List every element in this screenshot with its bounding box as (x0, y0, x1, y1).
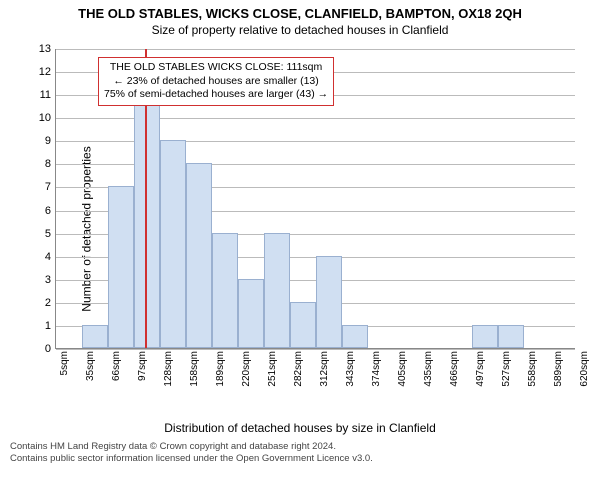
histogram-bar (472, 325, 498, 348)
page-title: THE OLD STABLES, WICKS CLOSE, CLANFIELD,… (0, 0, 600, 21)
footer-line: Contains public sector information licen… (10, 453, 590, 465)
histogram-bar (108, 186, 134, 348)
x-tick: 5sqm (59, 351, 70, 375)
histogram-bar (160, 140, 186, 348)
x-tick: 312sqm (319, 351, 330, 387)
x-tick: 35sqm (85, 351, 96, 381)
y-tick: 4 (27, 251, 56, 263)
y-tick: 10 (27, 112, 56, 124)
y-tick: 8 (27, 158, 56, 170)
annotation-line: ← 23% of detached houses are smaller (13… (104, 75, 328, 89)
x-tick: 158sqm (189, 351, 200, 387)
chart-container: Number of detached properties 0123456789… (0, 39, 600, 419)
y-tick: 11 (27, 89, 56, 101)
footer-line: Contains HM Land Registry data © Crown c… (10, 441, 590, 453)
histogram-bar (186, 163, 212, 348)
x-tick-container: 5sqm 35sqm 66sqm 97sqm 128sqm 158sqm 189sqm 220… (55, 351, 575, 406)
x-tick: 128sqm (163, 351, 174, 387)
x-tick: 374sqm (371, 351, 382, 387)
x-tick: 466sqm (449, 351, 460, 387)
marker-annotation: THE OLD STABLES WICKS CLOSE: 111sqm ← 23… (98, 57, 334, 106)
x-tick: 282sqm (293, 351, 304, 387)
histogram-bar (212, 233, 238, 348)
page-subtitle: Size of property relative to detached ho… (0, 21, 600, 39)
y-tick: 2 (27, 297, 56, 309)
gridline (56, 49, 575, 50)
histogram-bar (238, 279, 264, 348)
y-tick: 13 (27, 43, 56, 55)
footer: Contains HM Land Registry data © Crown c… (0, 435, 600, 466)
x-tick: 220sqm (241, 351, 252, 387)
plot-area: 012345678910111213 THE OLD STABLES WICKS… (55, 49, 575, 349)
histogram-bar (264, 233, 290, 348)
x-tick: 435sqm (423, 351, 434, 387)
x-axis-label: Distribution of detached houses by size … (0, 419, 600, 435)
histogram-bar (290, 302, 316, 348)
y-tick: 12 (27, 66, 56, 78)
x-tick: 558sqm (527, 351, 538, 387)
histogram-bar (342, 325, 368, 348)
x-tick: 589sqm (553, 351, 564, 387)
histogram-bar (498, 325, 524, 348)
y-tick: 0 (27, 343, 56, 355)
histogram-bar (316, 256, 342, 348)
x-tick: 189sqm (215, 351, 226, 387)
x-tick: 343sqm (345, 351, 356, 387)
x-tick: 620sqm (579, 351, 590, 387)
x-tick: 97sqm (137, 351, 148, 381)
y-tick: 1 (27, 320, 56, 332)
y-tick: 9 (27, 135, 56, 147)
y-tick: 3 (27, 274, 56, 286)
x-tick: 405sqm (397, 351, 408, 387)
y-tick: 5 (27, 228, 56, 240)
y-tick: 6 (27, 205, 56, 217)
histogram-bar (82, 325, 108, 348)
x-tick: 497sqm (475, 351, 486, 387)
annotation-line: 75% of semi-detached houses are larger (… (104, 88, 328, 102)
gridline (56, 349, 575, 350)
x-tick: 66sqm (111, 351, 122, 381)
x-tick: 527sqm (501, 351, 512, 387)
y-tick: 7 (27, 181, 56, 193)
annotation-line: THE OLD STABLES WICKS CLOSE: 111sqm (104, 61, 328, 75)
x-tick: 251sqm (267, 351, 278, 387)
